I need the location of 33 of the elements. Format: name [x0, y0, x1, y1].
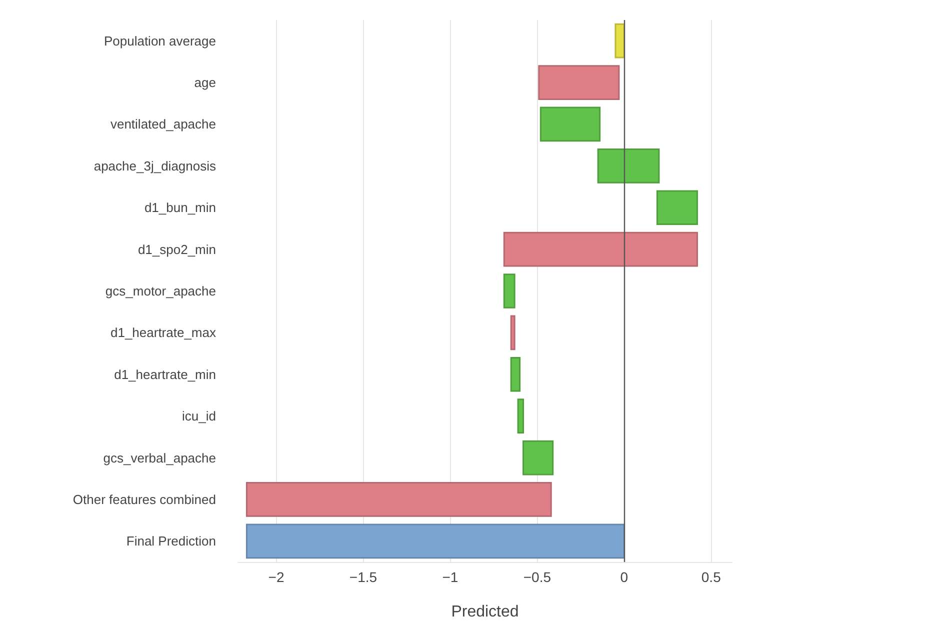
bar	[517, 398, 524, 434]
x-tick-label: 0	[620, 569, 628, 585]
bar	[246, 524, 625, 559]
bar	[540, 106, 601, 142]
y-tick-label: age	[194, 75, 216, 90]
y-tick-label: d1_spo2_min	[138, 242, 216, 257]
bar	[522, 440, 554, 476]
y-tick-label: d1_heartrate_min	[114, 366, 216, 382]
y-tick-label: icu_id	[182, 408, 216, 424]
y-tick-label: gcs_verbal_apache	[103, 450, 216, 466]
y-tick-label: d1_heartrate_max	[110, 325, 216, 340]
y-tick-label: apache_3j_diagnosis	[94, 158, 216, 174]
y-tick-label: d1_bun_min	[144, 200, 216, 216]
bar	[656, 190, 698, 226]
x-tick-label: 0.5	[701, 569, 722, 585]
x-tick-label: −1.5	[349, 569, 378, 585]
bar	[614, 23, 625, 58]
y-tick-label: Other features combined	[72, 492, 216, 507]
y-tick-label: Population average	[104, 33, 216, 48]
x-axis-title: Predicted	[451, 604, 519, 620]
y-tick-label: Final Prediction	[126, 534, 216, 549]
bar	[503, 232, 698, 267]
y-tick-label: gcs_motor_apache	[105, 284, 216, 298]
bar	[246, 482, 552, 517]
bar	[597, 148, 660, 184]
bar	[510, 356, 521, 392]
x-tick-label: −2	[268, 569, 284, 585]
bar	[510, 315, 516, 350]
x-tick-label: −1	[442, 569, 458, 585]
y-tick-label: ventilated_apache	[110, 116, 216, 132]
bar	[503, 274, 516, 308]
bar	[538, 65, 620, 100]
x-tick-label: −0.5	[523, 569, 552, 585]
